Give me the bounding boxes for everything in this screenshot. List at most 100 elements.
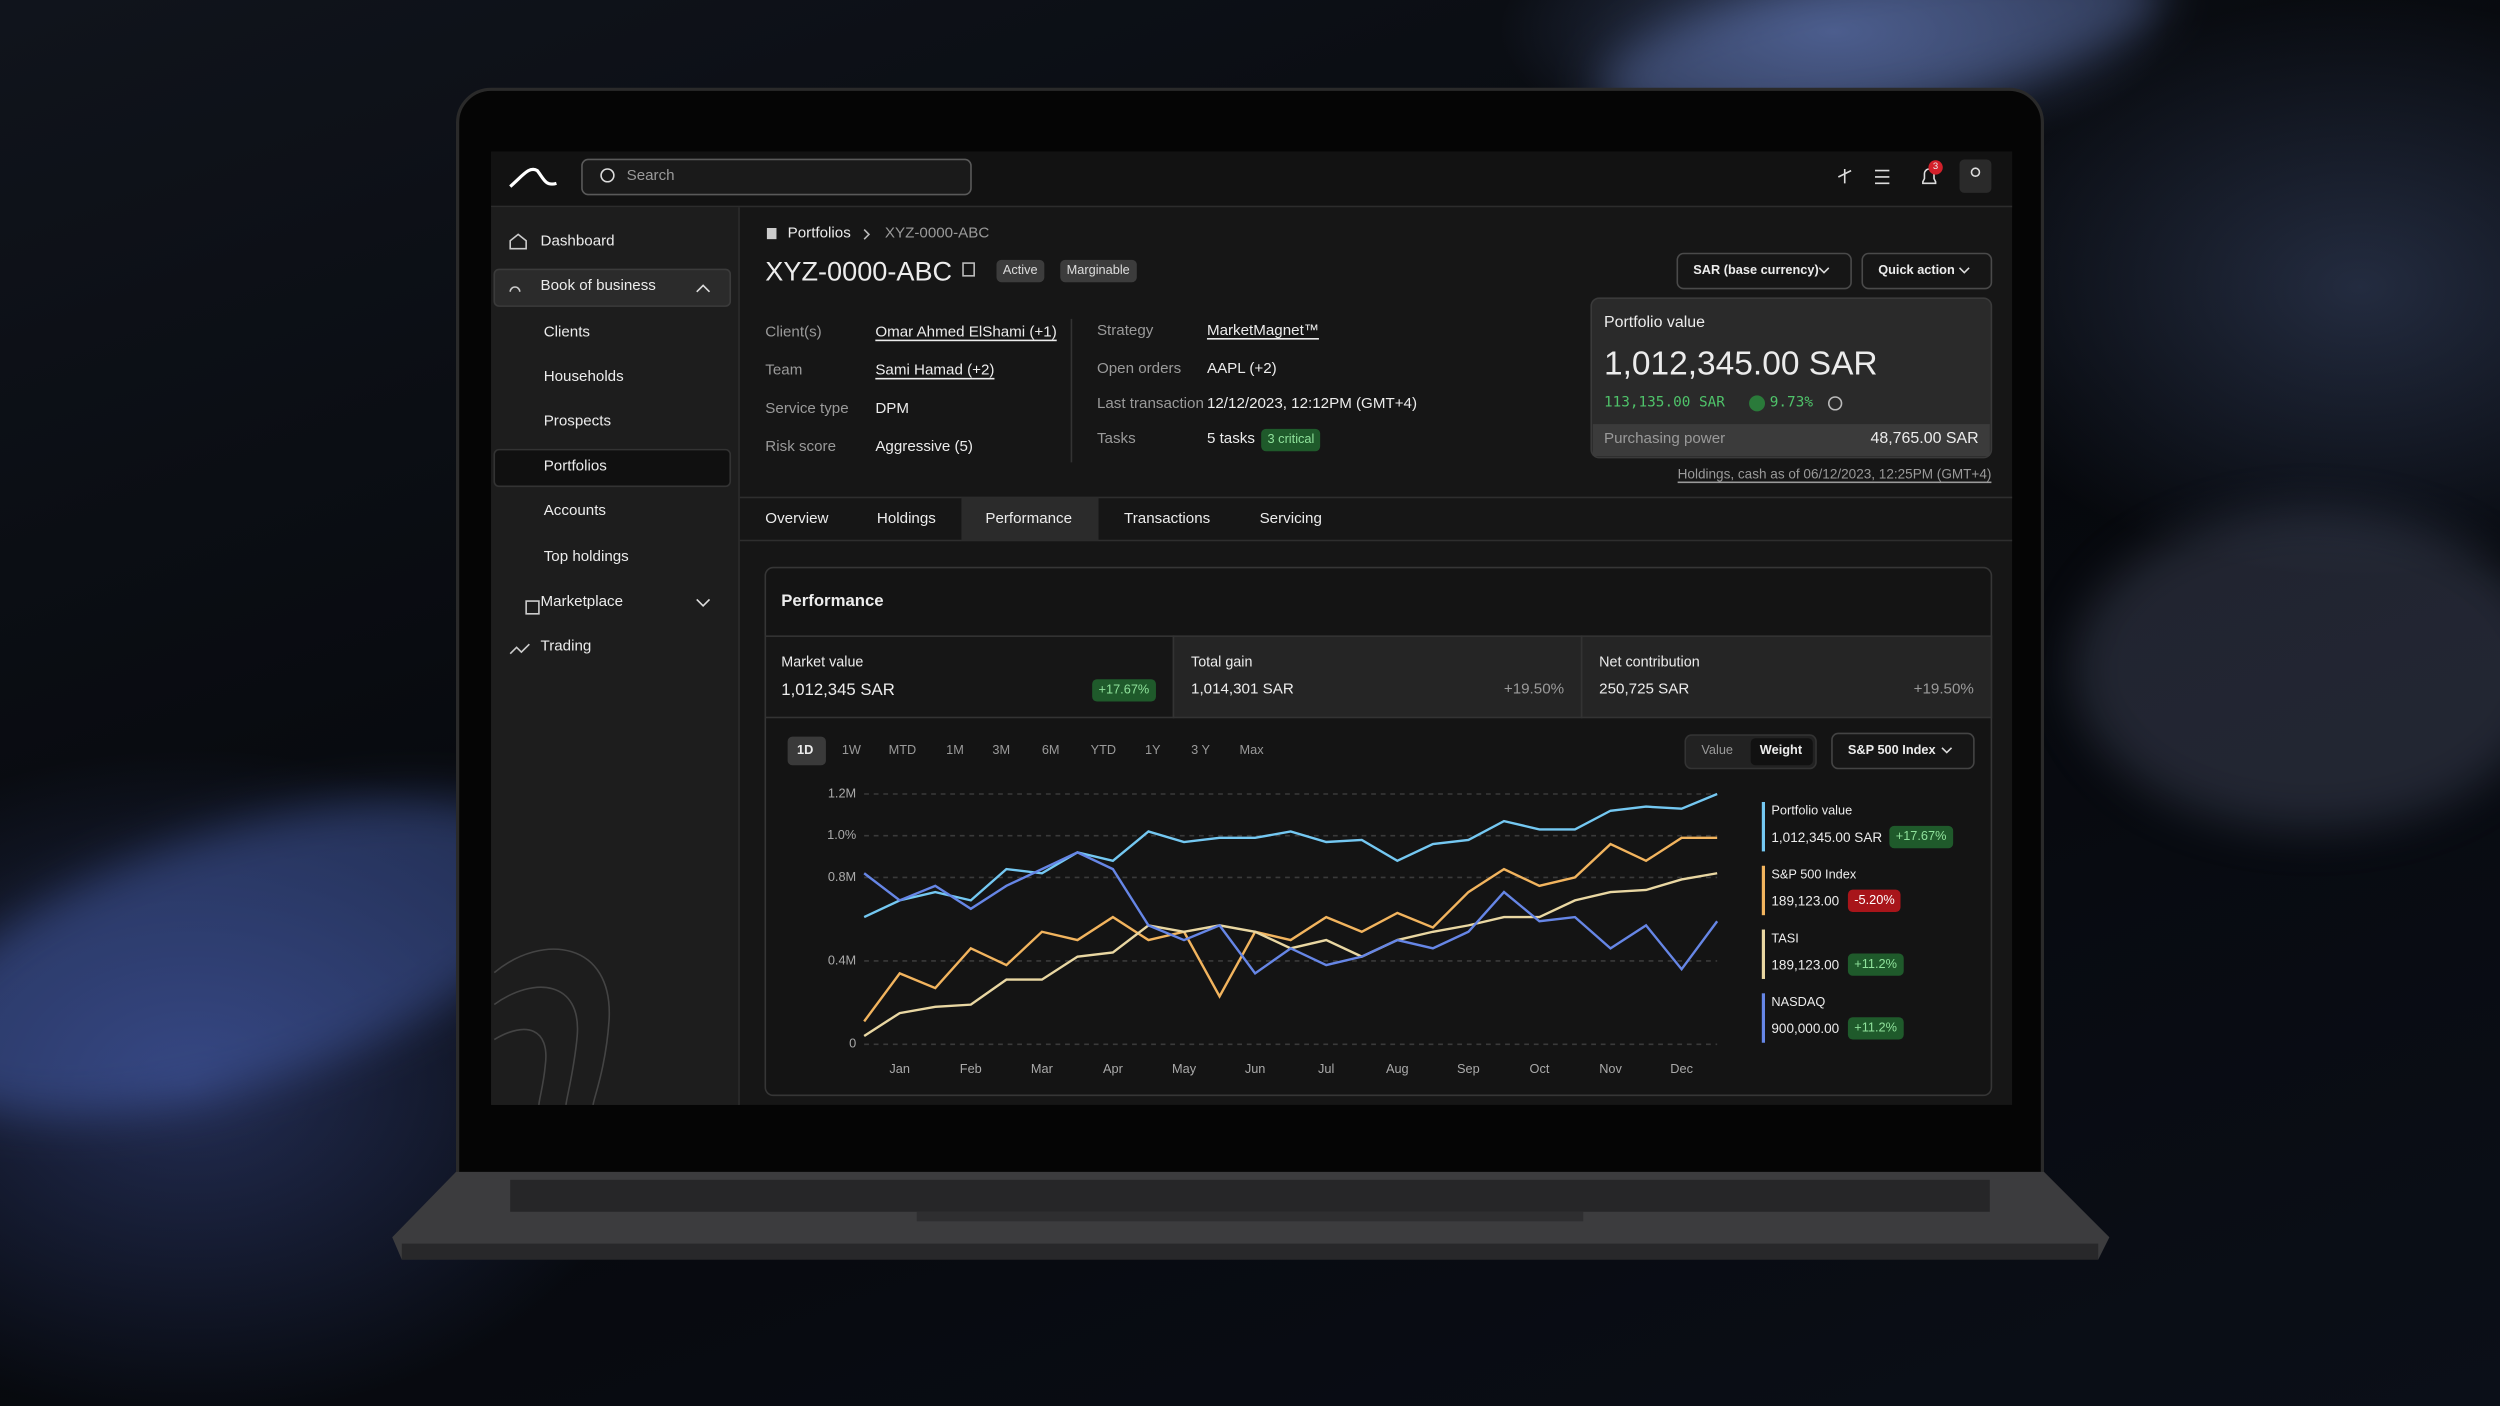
summary-cell[interactable] <box>1172 635 1583 719</box>
range-button[interactable]: 3M <box>992 742 1011 758</box>
quick-action-label[interactable]: Quick action <box>1878 263 1955 278</box>
tag: Active <box>996 259 1045 283</box>
legend-swatch <box>1761 929 1766 979</box>
summary-value: 250,725 SAR <box>1599 681 1690 699</box>
x-tick-label: Sep <box>1457 1061 1480 1076</box>
x-tick-label: Jan <box>889 1061 910 1076</box>
range-button[interactable]: MTD <box>888 742 917 758</box>
currency-button[interactable] <box>1676 252 1852 290</box>
y-tick-label: 1.2M <box>828 785 856 800</box>
range-button[interactable]: YTD <box>1090 742 1117 758</box>
currency-button-label[interactable]: SAR (base currency) <box>1693 263 1819 278</box>
range-button[interactable]: 1Y <box>1144 742 1161 758</box>
nav-item[interactable]: Top holdings <box>543 548 629 567</box>
summary-cell[interactable] <box>764 635 1175 719</box>
legend-swatch <box>1761 993 1766 1043</box>
nav-item[interactable]: Accounts <box>543 502 606 520</box>
keys <box>510 1179 1990 1212</box>
notification-count: 3 <box>1932 162 1939 173</box>
nav-item[interactable]: Clients <box>543 323 591 342</box>
nav-active-group <box>493 268 732 307</box>
value-change: 113,135.00 SAR <box>1603 394 1725 411</box>
detail-label: Tasks <box>1096 430 1136 449</box>
tab[interactable]: Overview <box>765 510 829 528</box>
nav-item[interactable]: Dashboard <box>540 232 615 251</box>
base-edge <box>401 1243 2099 1260</box>
purchasing-power-row <box>1592 424 1990 456</box>
legend-swatch <box>1761 865 1766 916</box>
legend-change: +11.2% <box>1847 1017 1904 1040</box>
breadcrumb-link[interactable]: Portfolios <box>787 224 851 243</box>
y-tick-label: 0 <box>849 1036 856 1051</box>
range-button[interactable]: 6M <box>1041 742 1060 758</box>
detail-value[interactable]: MarketMagnet™ <box>1206 322 1319 340</box>
search-box[interactable] <box>581 158 972 196</box>
tag: Marginable <box>1060 259 1137 283</box>
summary-change: +19.50% <box>1503 680 1565 699</box>
legend-change: +17.67% <box>1889 825 1953 849</box>
list-icon[interactable] <box>1875 169 1890 185</box>
value-label: Portfolio value <box>1603 314 1706 332</box>
nav-item[interactable]: Prospects <box>543 412 612 431</box>
x-tick-label: May <box>1172 1061 1197 1076</box>
legend-value: 900,000.00 <box>1771 1020 1840 1036</box>
active-tab <box>961 497 1099 541</box>
range-button[interactable]: Max <box>1239 742 1264 758</box>
card-title: Performance <box>781 591 884 611</box>
detail-value[interactable]: Sami Hamad (+2) <box>875 361 995 380</box>
detail-value: 12/12/2023, 12:12PM (GMT+4) <box>1206 395 1418 413</box>
x-tick-label: Nov <box>1599 1061 1622 1076</box>
summary-cell[interactable] <box>1580 635 1993 719</box>
breadcrumb-icon <box>766 227 777 240</box>
sparkle-icon[interactable] <box>1837 169 1852 184</box>
summary-value: 1,014,301 SAR <box>1191 681 1294 699</box>
detail-label: Strategy <box>1096 322 1154 340</box>
decor-contours <box>493 948 610 1106</box>
y-tick-label: 0.4M <box>828 952 856 967</box>
detail-value: DPM <box>875 400 910 418</box>
detail-value[interactable]: Omar Ahmed ElShami (+1) <box>875 323 1057 342</box>
portfolio-title: XYZ-0000-ABC <box>765 255 953 287</box>
tab[interactable]: Holdings <box>876 510 936 528</box>
range-button[interactable]: 1W <box>841 742 861 758</box>
tab[interactable]: Performance <box>985 510 1073 528</box>
value-change-pct: 9.73% <box>1769 394 1813 411</box>
nav-item[interactable]: Marketplace <box>540 593 624 611</box>
detail-label: Last transaction <box>1096 395 1204 413</box>
summary-label: Market value <box>781 652 864 669</box>
copy-icon[interactable] <box>962 262 975 277</box>
nav-item[interactable]: Portfolios <box>543 457 607 476</box>
detail-label: Service type <box>765 400 849 418</box>
series-line <box>863 792 1718 919</box>
breadcrumb-current: XYZ-0000-ABC <box>884 224 990 243</box>
range-button[interactable]: 1M <box>946 742 964 758</box>
nav-item[interactable]: Trading <box>540 637 592 656</box>
tab[interactable]: Transactions <box>1124 510 1211 528</box>
legend-change: -5.20% <box>1847 889 1902 912</box>
range-button[interactable]: 3 Y <box>1191 742 1211 758</box>
breadcrumb-sep <box>863 229 871 240</box>
nav-icons <box>509 233 540 655</box>
legend-name: TASI <box>1771 931 1799 946</box>
toggle-option[interactable]: Value <box>1701 742 1734 758</box>
tab[interactable]: Servicing <box>1259 510 1322 528</box>
x-tick-label: Oct <box>1530 1061 1550 1076</box>
summary-value: 1,012,345 SAR <box>781 680 895 700</box>
search-placeholder: Search <box>626 167 675 186</box>
toggle-option[interactable]: Weight <box>1759 742 1803 758</box>
detail-value: AAPL (+2) <box>1206 360 1277 378</box>
benchmark-label[interactable]: S&P 500 Index <box>1847 742 1936 758</box>
nav-item[interactable]: Book of business <box>540 277 656 295</box>
dropdown-chevrons <box>1818 267 1970 754</box>
nav-item[interactable]: Households <box>543 368 624 386</box>
legend-change: +11.2% <box>1847 953 1904 976</box>
summary-change: +17.67% <box>1092 679 1156 702</box>
legend-value: 1,012,345.00 SAR <box>1771 828 1883 845</box>
detail-value: Aggressive (5) <box>875 438 973 456</box>
range-button[interactable]: 1D <box>797 742 814 758</box>
benchmark-dropdown[interactable] <box>1831 732 1975 770</box>
quick-action-button[interactable] <box>1861 252 1993 290</box>
